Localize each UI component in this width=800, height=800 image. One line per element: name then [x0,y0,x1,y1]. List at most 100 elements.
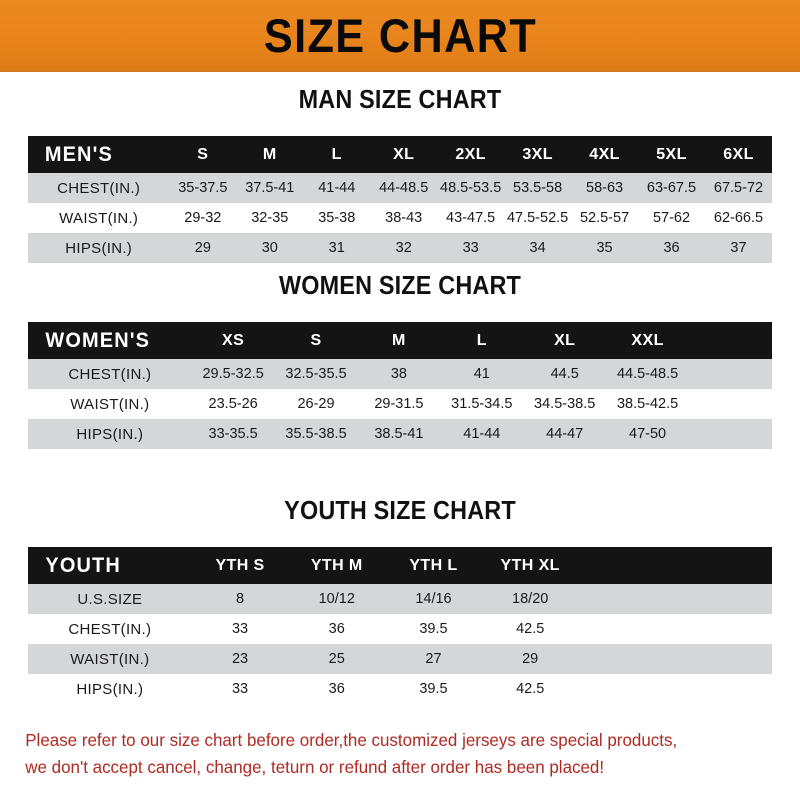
man-measurement-value: 67.5-72 [713,180,764,196]
man-measurement-value: 33 [462,240,479,256]
youth-measurement-value: 36 [328,681,345,697]
youth-measurement-value: 25 [328,651,345,667]
women-size-column-header: L [476,331,487,349]
man-measurement-value: 47.5-52.5 [506,210,569,226]
women-cell-spacer [689,359,772,389]
women-measurement-value: 38.5-41 [374,426,424,442]
note-line-1: Please refer to our size chart before or… [25,730,678,750]
women-measurement-value: 38.5-42.5 [616,396,679,412]
youth-header-spacer [675,547,772,584]
man-measurement-value: 58-63 [586,180,624,196]
man-table: MEN'S S M L XL 2XL 3XL 4XL 5XL 6XL CHEST(IN.) 35-37… [28,136,772,263]
man-measurement-value: 36 [663,240,680,256]
man-measurement-value: 44-48.5 [379,180,429,196]
man-measurement-value: 29-32 [184,210,222,226]
youth-cell-spacer [675,644,772,674]
women-measurement-value: 23.5-26 [208,396,258,412]
women-cell-spacer [689,419,772,449]
youth-cell-spacer [579,644,676,674]
youth-measurement-value: 29 [522,651,539,667]
youth-cell-spacer [579,674,676,704]
table-row: WAIST(IN.) 23.5-26 26-29 29-31.5 31.5-34.5 34… [28,389,772,419]
man-measurement-value: 35-38 [318,210,356,226]
table-row: CHEST(IN.) 29.5-32.5 32.5-35.5 38 41 44.5 44.5… [28,359,772,389]
section-title-women: WOMEN SIZE CHART [278,270,522,300]
youth-measurement-value: 42.5 [516,621,545,637]
women-measurement-value: 34.5-38.5 [534,396,596,412]
women-measurement-label: CHEST(IN.) [68,365,152,383]
man-measurement-value: 34 [529,240,546,256]
youth-measurement-label: WAIST(IN.) [70,650,150,668]
table-row: HIPS(IN.) 29 30 31 32 33 34 35 36 37 [28,233,772,263]
women-measurement-value: 38 [390,366,407,382]
youth-table: YOUTH YTH S YTH M YTH L YTH XL U.S.SIZE 8 10/12… [28,547,772,704]
man-size-column-header: 4XL [589,145,620,163]
man-measurement-value: 32 [395,240,412,256]
women-size-column-header: XL [554,331,576,349]
table-row: WAIST(IN.) 29-32 32-35 35-38 38-43 43-47.5 47.… [28,203,772,233]
youth-size-column-header: YTH L [409,556,458,574]
man-measurement-value: 52.5-57 [579,210,630,226]
table-row: CHEST(IN.) 33 36 39.5 42.5 [28,614,772,644]
man-measurement-value: 63-67.5 [646,180,697,196]
man-measurement-label: WAIST(IN.) [59,209,139,227]
man-measurement-value: 41-44 [318,180,356,196]
women-header-row: WOMEN'S XS S M L XL XXL [28,322,772,359]
man-measurement-value: 35-37.5 [178,180,228,196]
man-size-column-header: XL [393,145,415,163]
page-title: SIZE CHART [263,8,537,62]
women-measurement-value: 35.5-38.5 [285,426,347,442]
youth-cell-spacer [675,584,772,614]
man-size-column-header: 2XL [455,145,486,163]
women-measurement-value: 44.5-48.5 [616,366,679,382]
women-measurement-label: WAIST(IN.) [70,395,150,413]
table-row: U.S.SIZE 8 10/12 14/16 18/20 [28,584,772,614]
women-measurement-value: 26-29 [297,396,335,412]
youth-header-row: YOUTH YTH S YTH M YTH L YTH XL [28,547,772,584]
women-measurement-value: 41-44 [463,426,501,442]
man-measurement-label: HIPS(IN.) [65,239,133,257]
women-size-chart-table: WOMEN'S XS S M L XL XXL CHEST(IN.) 29.5-32.5 32.5… [28,322,772,449]
man-size-column-header: L [331,145,342,163]
man-header-label: MEN'S [44,142,113,166]
page-banner: SIZE CHART [0,0,800,72]
women-size-column-header: S [310,331,322,349]
section-title-youth: YOUTH SIZE CHART [284,495,516,525]
women-measurement-value: 47-50 [629,426,667,442]
women-size-column-header: XS [222,331,245,349]
youth-measurement-value: 33 [231,681,249,697]
table-row: CHEST(IN.) 35-37.5 37.5-41 41-44 44-48.5 48.5… [28,173,772,203]
order-policy-note: Please refer to our size chart before or… [0,727,776,781]
youth-measurement-label: U.S.SIZE [77,590,143,608]
women-size-column-header: M [392,331,406,349]
youth-measurement-value: 39.5 [419,681,448,697]
youth-measurement-value: 14/16 [415,591,452,607]
man-size-column-header: 5XL [656,145,687,163]
women-cell-spacer [689,389,772,419]
man-measurement-value: 37.5-41 [245,180,295,196]
women-measurement-value: 32.5-35.5 [285,366,347,382]
youth-header-spacer [579,547,676,584]
youth-cell-spacer [579,614,676,644]
youth-size-column-header: YTH S [215,556,265,574]
women-header-label: WOMEN'S [45,328,151,352]
man-size-chart-table: MEN'S S M L XL 2XL 3XL 4XL 5XL 6XL CHEST(IN.) 35-37… [28,136,772,263]
section-title-man: MAN SIZE CHART [298,84,502,114]
table-row: WAIST(IN.) 23 25 27 29 [28,644,772,674]
women-header-spacer [689,322,772,359]
women-measurement-value: 29-31.5 [374,396,424,412]
youth-measurement-value: 33 [231,621,249,637]
man-measurement-value: 32-35 [251,210,289,226]
youth-cell-spacer [675,614,772,644]
youth-size-column-header: YTH M [310,556,363,574]
man-measurement-label: CHEST(IN.) [57,179,141,197]
women-measurement-value: 44-47 [546,426,584,442]
man-measurement-value: 43-47.5 [446,210,496,226]
youth-header-label: YOUTH [45,553,121,577]
women-measurement-value: 41 [473,366,490,382]
man-measurement-value: 35 [596,240,613,256]
women-table: WOMEN'S XS S M L XL XXL CHEST(IN.) 29.5-32.5 32.5… [28,322,772,449]
women-measurement-value: 33-35.5 [208,426,258,442]
women-measurement-value: 44.5 [550,366,579,382]
man-size-column-header: M [262,145,277,163]
